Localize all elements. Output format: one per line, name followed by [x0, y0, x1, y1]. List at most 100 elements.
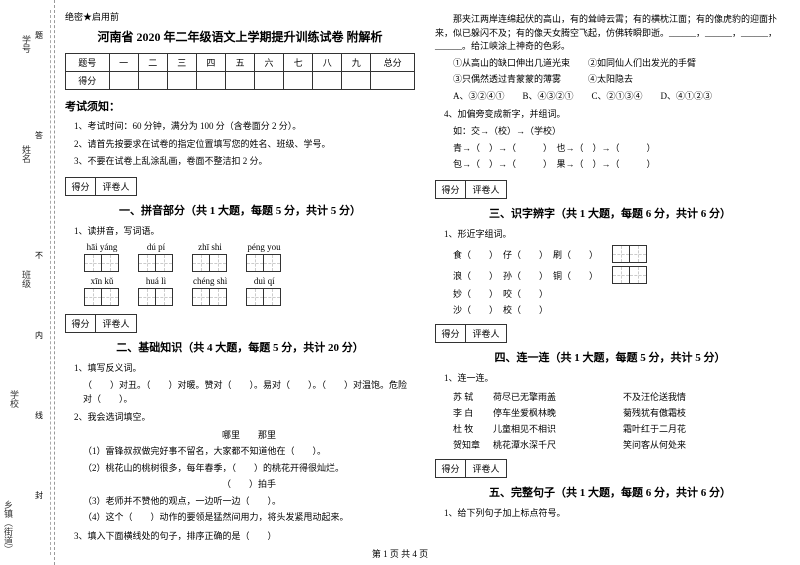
cell: 六	[255, 54, 284, 72]
cell	[167, 72, 196, 90]
cell	[255, 72, 284, 90]
cell: 七	[284, 54, 313, 72]
q-sub: （4）这个（ ）动作的要领是猛然间用力，将头发紧甩动起来。	[83, 511, 415, 525]
binding-label-id: 学号	[20, 35, 33, 53]
content-area: 绝密★启用前 河南省 2020 年二年级语文上学期提升训练试卷 附解析 题号 一…	[65, 10, 785, 547]
pinyin: hāi yáng	[85, 242, 119, 252]
scorebox-l: 得分	[436, 460, 466, 477]
pinyin: huá lì	[139, 276, 173, 286]
pinyin-group: xīn kǔ	[85, 276, 119, 306]
notice-title: 考试须知：	[65, 98, 415, 114]
cell	[109, 72, 138, 90]
word-row: 浪（ ）孙（ ）铜（ ）	[453, 266, 767, 284]
cell	[342, 72, 371, 90]
scorebox-r: 评卷人	[96, 315, 136, 332]
binding-label-class: 班级	[20, 270, 33, 288]
pinyin-row: hāi yáng dú pí zhī shi péng you	[85, 242, 415, 272]
q-text: 1、连一连。	[435, 371, 785, 385]
q-text: 1、读拼音，写词语。	[65, 224, 415, 238]
pinyin: dú pí	[139, 242, 173, 252]
binding-marker-da: 答	[35, 130, 43, 141]
q-text: 4、加偏旁变成新字，并组词。	[435, 107, 785, 121]
pinyin: zhī shi	[193, 242, 227, 252]
binding-dotline	[50, 10, 51, 555]
section2-title: 二、基础知识（共 4 大题，每题 5 分，共计 20 分）	[65, 339, 415, 355]
scorebox-r: 评卷人	[466, 460, 506, 477]
page-footer: 第 1 页 共 4 页	[0, 547, 800, 560]
binding-label-school: 学校	[8, 390, 21, 408]
q-sub: （ ）对丑。（ ）对暖。赞对（ ）。易对（ ）。（ ）对温饱。危险对（ ）。	[83, 379, 415, 406]
notice-item: 2、请首先按要求在试卷的指定位置填写您的姓名、班级、学号。	[65, 138, 415, 152]
pinyin: xīn kǔ	[85, 276, 119, 286]
pinyin-group: hāi yáng	[85, 242, 119, 272]
q-sub: （1）雷锋叔叔做完好事不留名，大家都不知道他在（ ）。	[83, 445, 415, 459]
opt-line: ①从高山的缺口伸出几道光束 ②如同仙人们出发光的手臂	[453, 57, 785, 71]
pinyin: péng you	[247, 242, 281, 252]
word-row: 沙（ ）校（ ）	[453, 303, 767, 316]
q-example: 如：交→（校）→（学校）	[453, 125, 785, 139]
secret-note: 绝密★启用前	[65, 10, 415, 23]
binding-marker-bu: 不	[35, 250, 43, 261]
cell: 八	[313, 54, 342, 72]
pinyin-group: duì qí	[247, 276, 281, 306]
pinyin-group: chéng shì	[193, 276, 227, 306]
cell: 总分	[371, 54, 415, 72]
binding-marker-xian: 线	[35, 410, 43, 421]
q-line: 包→（ ）→（ ） 果→（ ）→（ ）	[453, 158, 785, 172]
notice-item: 1、考试时间：60 分钟，满分为 100 分（含卷面分 2 分）。	[65, 120, 415, 134]
scorebox-l: 得分	[66, 315, 96, 332]
section-scorebox: 得分评卷人	[435, 459, 785, 478]
scorebox-r: 评卷人	[466, 181, 506, 198]
pinyin-row: xīn kǔ huá lì chéng shì duì qí	[85, 276, 415, 306]
section5-title: 五、完整句子（共 1 大题，每题 6 分，共计 6 分）	[435, 484, 785, 500]
cell: 题号	[66, 54, 110, 72]
cell	[138, 72, 167, 90]
cell: 二	[138, 54, 167, 72]
cell	[313, 72, 342, 90]
word-row: 妙（ ）咬（ ）	[453, 287, 767, 300]
table-row: 得分	[66, 72, 415, 90]
match-row: 苏 轼荷尽已无擎雨盖不及汪伦送我情	[453, 390, 785, 403]
match-row: 李 白停车坐爱枫林晚菊残犹有傲霜枝	[453, 406, 785, 419]
notice-item: 3、不要在试卷上乱涂乱画，卷面不整洁扣 2 分。	[65, 155, 415, 169]
q-words: 哪里 那里	[83, 429, 415, 443]
q-text: 2、我会选词填空。	[65, 410, 415, 424]
section3-title: 三、识字辨字（共 1 大题，每题 6 分，共计 6 分）	[435, 205, 785, 221]
q-text: 3、填入下面横线处的句子，排序正确的是（ ）	[65, 529, 415, 543]
right-column: 那夹江两岸连绵起伏的高山，有的耸峙云霄；有的横枕江面；有的像虎豹的迎面扑来，似已…	[435, 10, 785, 547]
binding-label-xiang: 乡镇（街道）	[2, 500, 15, 554]
scorebox-l: 得分	[436, 325, 466, 342]
binding-marker-feng: 封	[35, 490, 43, 501]
cell: 五	[225, 54, 254, 72]
cell	[196, 72, 225, 90]
pinyin-group: péng you	[247, 242, 281, 272]
exam-title: 河南省 2020 年二年级语文上学期提升训练试卷 附解析	[65, 28, 415, 45]
cell	[284, 72, 313, 90]
cell: 九	[342, 54, 371, 72]
q-line: 青→（ ）→（ ） 也→（ ）→（ ）	[453, 142, 785, 156]
cell	[371, 72, 415, 90]
q-text: 1、填写反义词。	[65, 361, 415, 375]
pinyin: chéng shì	[193, 276, 227, 286]
left-column: 绝密★启用前 河南省 2020 年二年级语文上学期提升训练试卷 附解析 题号 一…	[65, 10, 415, 547]
section-scorebox: 得分评卷人	[435, 324, 785, 343]
cell: 四	[196, 54, 225, 72]
cell: 一	[109, 54, 138, 72]
pinyin-group: dú pí	[139, 242, 173, 272]
q-sub: （2）桃花山的桃树很多，每年春季，（ ）的桃花开得很灿烂。	[83, 462, 415, 476]
cell	[225, 72, 254, 90]
pinyin: duì qí	[247, 276, 281, 286]
binding-margin: 学号 姓名 班级 学校 乡镇（街道） 题 答 不 内 线 封	[0, 0, 55, 565]
table-row: 题号 一 二 三 四 五 六 七 八 九 总分	[66, 54, 415, 72]
opt-line: ③只偶然透过青蒙蒙的薄雾 ④太阳隐去	[453, 73, 785, 87]
scorebox-l: 得分	[66, 178, 96, 195]
q-sub: （3）老师并不赞他的观点，一边听一边（ ）。	[83, 495, 415, 509]
q-text: 1、形近字组词。	[435, 227, 785, 241]
cell: 三	[167, 54, 196, 72]
section4-title: 四、连一连（共 1 大题，每题 5 分，共计 5 分）	[435, 349, 785, 365]
binding-label-name: 姓名	[20, 145, 33, 163]
passage: 那夹江两岸连绵起伏的高山，有的耸峙云霄；有的横枕江面；有的像虎豹的迎面扑来，似已…	[435, 13, 785, 54]
q-text: 1、给下列句子加上标点符号。	[435, 506, 785, 520]
pinyin-group: zhī shi	[193, 242, 227, 272]
match-row: 杜 牧儿童相见不相识霜叶红于二月花	[453, 422, 785, 435]
